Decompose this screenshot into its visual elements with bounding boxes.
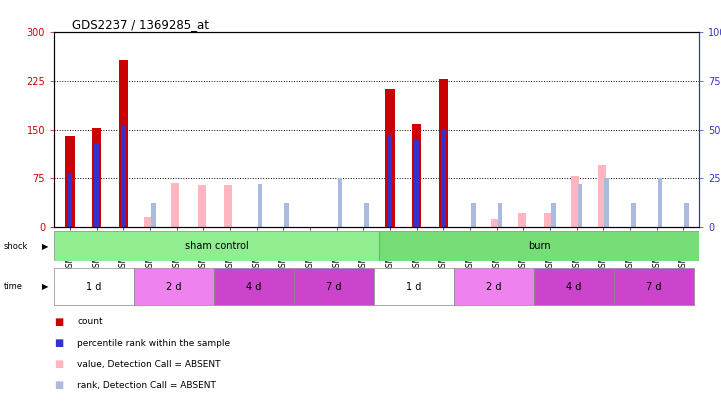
Text: ■: ■	[54, 380, 63, 390]
Bar	[284, 203, 289, 227]
Bar	[54, 268, 134, 305]
Bar	[214, 268, 294, 305]
Text: 7 d: 7 d	[646, 281, 662, 292]
Text: rank, Detection Call = ABSENT: rank, Detection Call = ABSENT	[77, 381, 216, 390]
Bar	[374, 268, 454, 305]
Bar	[604, 178, 609, 227]
Bar	[379, 232, 699, 261]
Bar	[171, 183, 179, 227]
Bar	[388, 135, 392, 227]
Text: 4 d: 4 d	[567, 281, 582, 292]
Text: ■: ■	[54, 359, 63, 369]
Bar	[571, 176, 579, 227]
Bar	[491, 219, 499, 227]
Text: ▶: ▶	[42, 241, 48, 251]
Text: 7 d: 7 d	[327, 281, 342, 292]
Text: ■: ■	[54, 317, 63, 327]
Text: ▶: ▶	[42, 282, 48, 291]
Bar	[578, 184, 583, 227]
Bar	[658, 178, 663, 227]
Text: shock: shock	[4, 241, 28, 251]
Text: 1 d: 1 d	[87, 281, 102, 292]
Bar	[441, 130, 446, 227]
Bar	[144, 217, 152, 227]
Bar	[94, 143, 99, 227]
Bar	[364, 203, 369, 227]
Bar	[54, 232, 379, 261]
Text: time: time	[4, 282, 22, 291]
Text: value, Detection Call = ABSENT: value, Detection Call = ABSENT	[77, 360, 221, 369]
Bar	[337, 178, 342, 227]
Bar	[257, 184, 262, 227]
Text: sham control: sham control	[185, 241, 249, 251]
Bar	[198, 185, 205, 227]
Bar	[438, 79, 448, 227]
Bar	[518, 213, 526, 227]
Text: 2 d: 2 d	[167, 281, 182, 292]
Bar	[534, 268, 614, 305]
Text: burn: burn	[528, 241, 551, 251]
Bar	[121, 126, 125, 227]
Bar	[614, 268, 694, 305]
Bar	[412, 124, 421, 227]
Bar	[551, 203, 556, 227]
Bar	[631, 203, 636, 227]
Text: count: count	[77, 318, 103, 326]
Bar	[68, 174, 73, 227]
Bar	[134, 268, 214, 305]
Bar	[66, 136, 75, 227]
Bar	[598, 165, 606, 227]
Bar	[92, 128, 102, 227]
Bar	[544, 213, 552, 227]
Text: 1 d: 1 d	[407, 281, 422, 292]
Text: ■: ■	[54, 338, 63, 348]
Bar	[386, 89, 394, 227]
Bar	[294, 268, 374, 305]
Bar	[119, 60, 128, 227]
Text: 2 d: 2 d	[486, 281, 502, 292]
Bar	[497, 203, 503, 227]
Bar	[415, 139, 419, 227]
Bar	[684, 203, 689, 227]
Bar	[151, 203, 156, 227]
Bar	[454, 268, 534, 305]
Text: percentile rank within the sample: percentile rank within the sample	[77, 339, 230, 347]
Text: 4 d: 4 d	[247, 281, 262, 292]
Bar	[224, 185, 232, 227]
Bar	[471, 203, 476, 227]
Text: GDS2237 / 1369285_at: GDS2237 / 1369285_at	[72, 18, 209, 31]
